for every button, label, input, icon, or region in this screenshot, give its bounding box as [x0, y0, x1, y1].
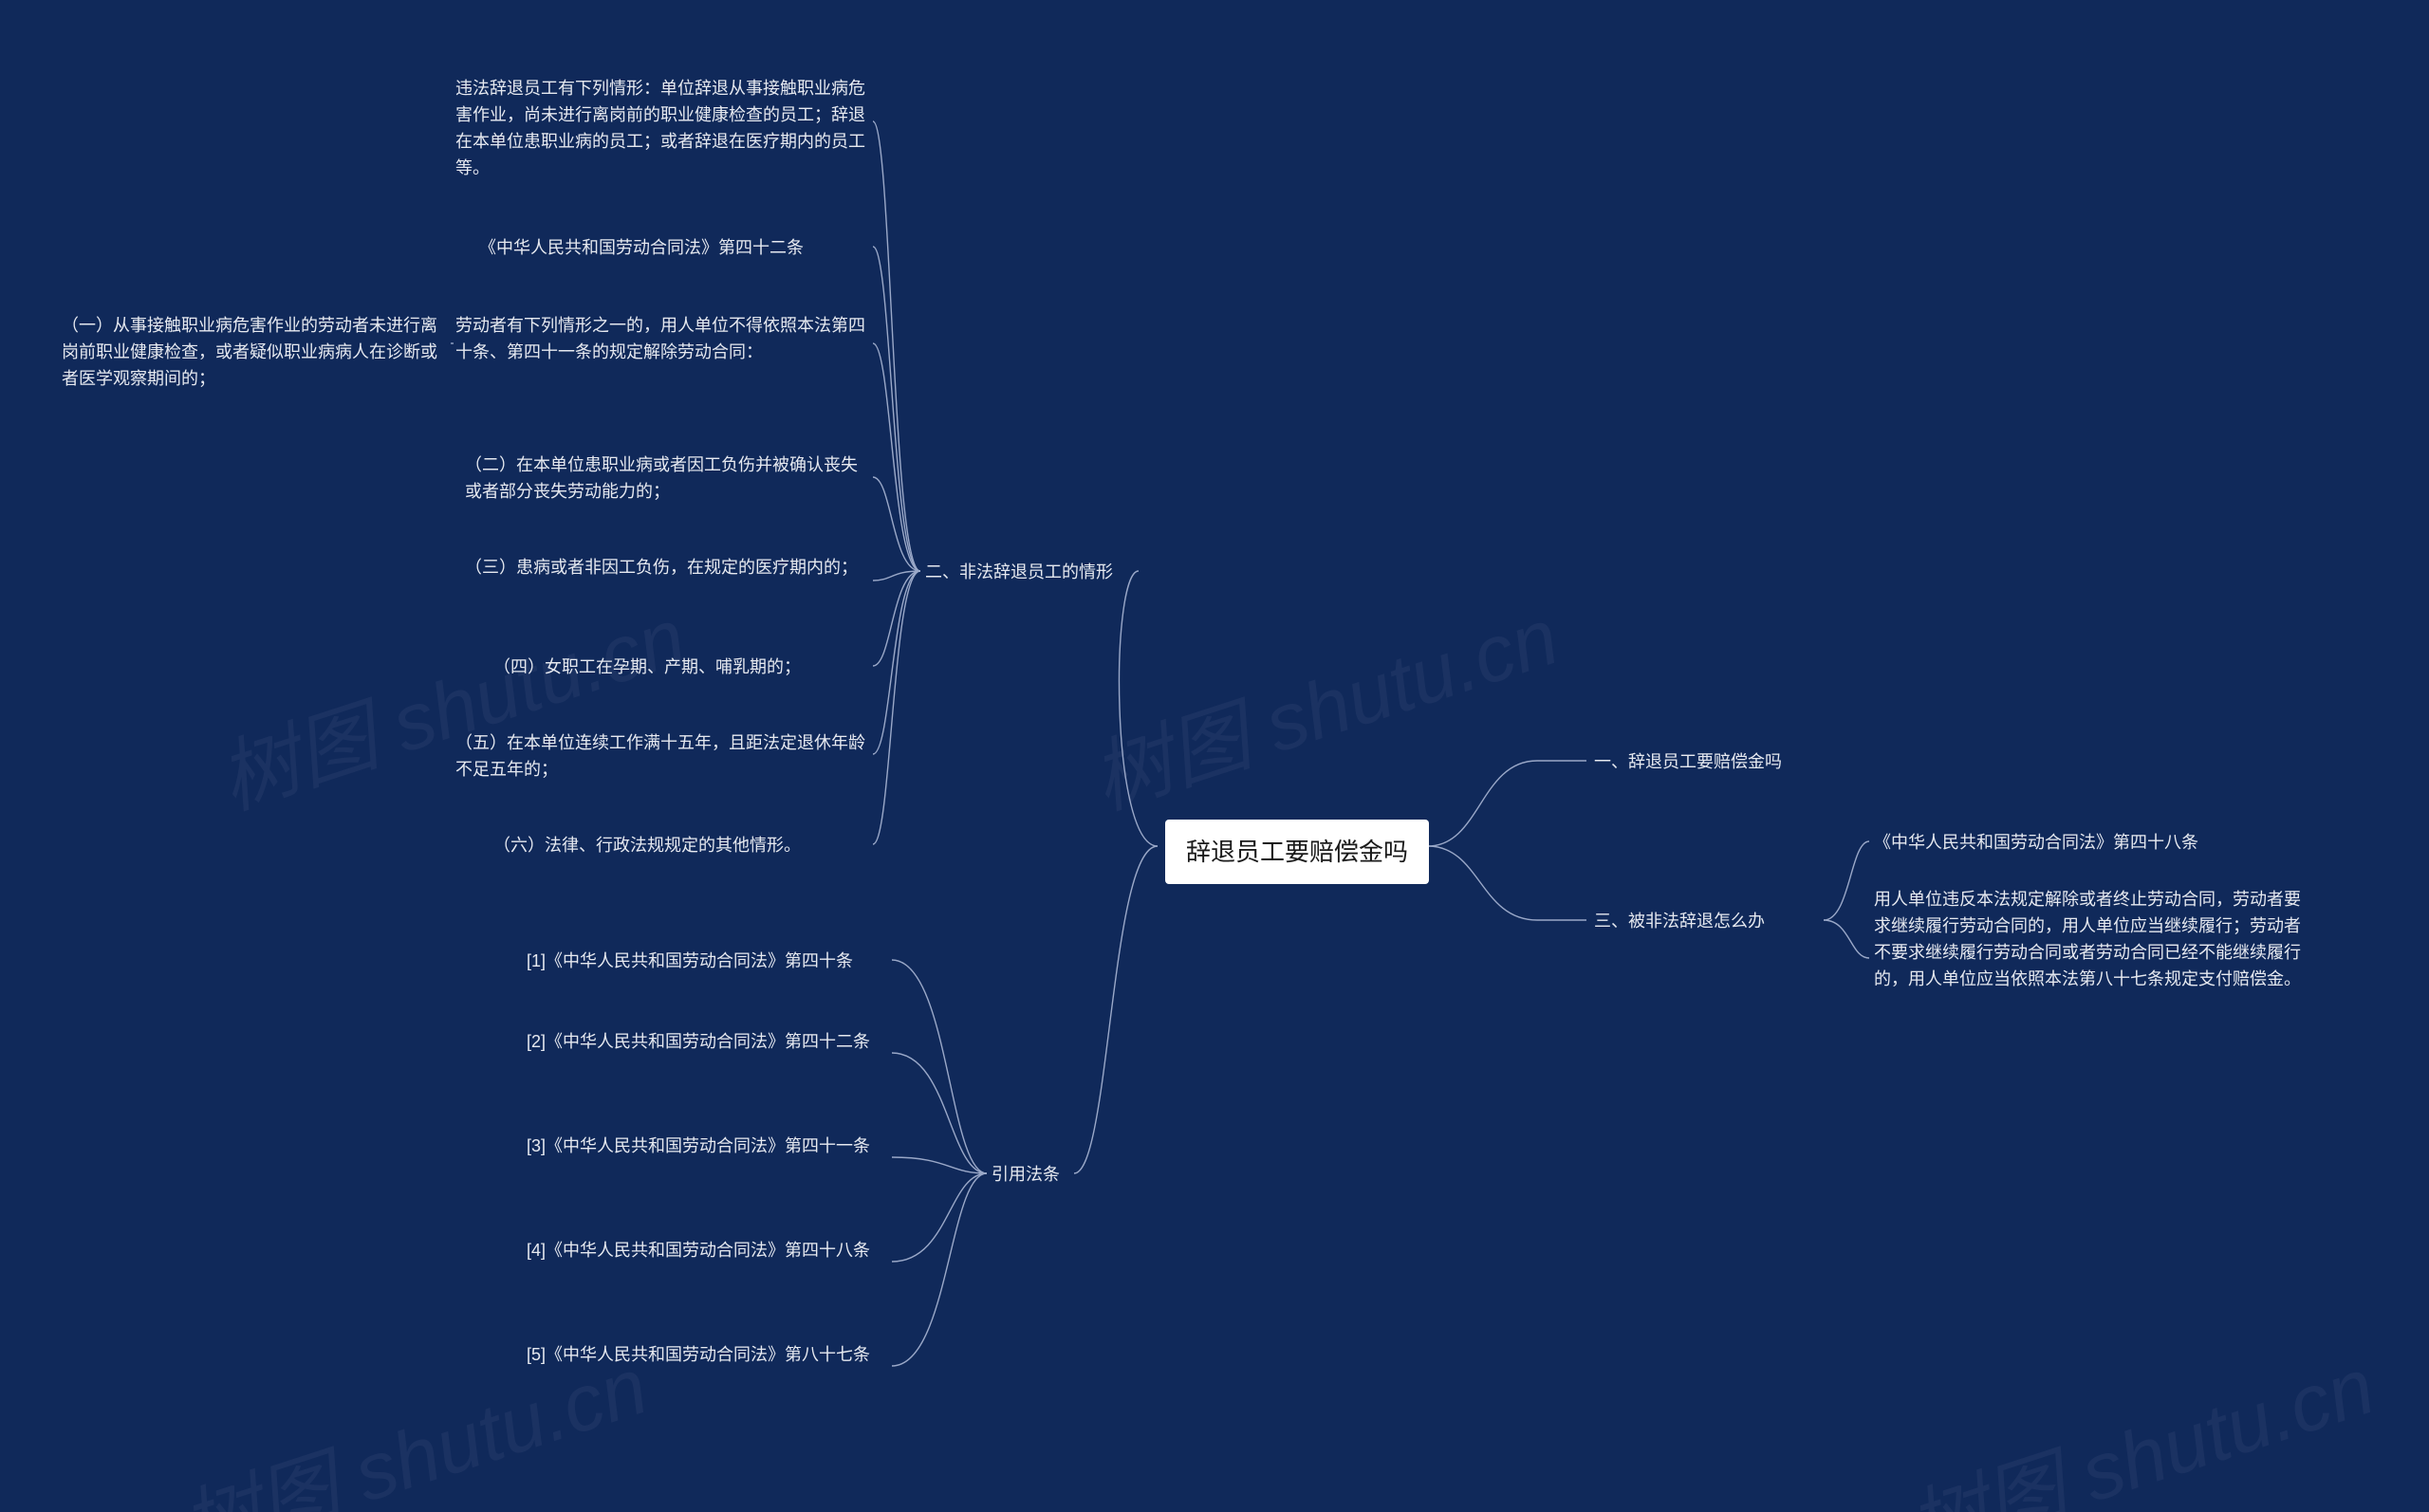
node-r2[interactable]: 三、被非法辞退怎么办 [1594, 909, 1765, 935]
node-l1[interactable]: 二、非法辞退员工的情形 [925, 560, 1113, 586]
node-l1e[interactable]: （三）患病或者非因工负伤，在规定的医疗期内的； [465, 555, 863, 581]
node-r1[interactable]: 一、辞退员工要赔偿金吗 [1594, 749, 1782, 776]
watermark: 树图 shutu.cn [1076, 573, 1570, 831]
node-l2a[interactable]: [1]《中华人民共和国劳动合同法》第四十条 [527, 949, 853, 975]
node-r2a[interactable]: 《中华人民共和国劳动合同法》第四十八条 [1874, 830, 2198, 857]
watermark: 树图 shutu.cn [1892, 1322, 2386, 1512]
watermark: 树图 shutu.cn [203, 573, 697, 831]
node-l1c[interactable]: 劳动者有下列情形之一的，用人单位不得依照本法第四十条、第四十一条的规定解除劳动合… [455, 313, 873, 366]
node-l1c1[interactable]: （一）从事接触职业病危害作业的劳动者未进行离岗前职业健康检查，或者疑似职业病病人… [62, 313, 451, 393]
node-r2b[interactable]: 用人单位违反本法规定解除或者终止劳动合同，劳动者要求继续履行劳动合同的，用人单位… [1874, 887, 2301, 993]
node-l2e[interactable]: [5]《中华人民共和国劳动合同法》第八十七条 [527, 1342, 887, 1369]
node-l2d[interactable]: [4]《中华人民共和国劳动合同法》第四十八条 [527, 1238, 887, 1264]
node-l1g[interactable]: （五）在本单位连续工作满十五年，且距法定退休年龄不足五年的； [455, 730, 873, 784]
mindmap-connectors [0, 0, 2429, 1512]
node-l1h[interactable]: （六）法律、行政法规规定的其他情形。 [493, 833, 801, 859]
node-l1a[interactable]: 违法辞退员工有下列情形：单位辞退从事接触职业病危害作业，尚未进行离岗前的职业健康… [455, 76, 868, 182]
node-l1b[interactable]: 《中华人民共和国劳动合同法》第四十二条 [479, 235, 804, 262]
node-l2c[interactable]: [3]《中华人民共和国劳动合同法》第四十一条 [527, 1134, 887, 1160]
node-l1f[interactable]: （四）女职工在孕期、产期、哺乳期的； [493, 655, 801, 681]
node-l2b[interactable]: [2]《中华人民共和国劳动合同法》第四十二条 [527, 1029, 887, 1056]
node-l2[interactable]: 引用法条 [992, 1162, 1060, 1189]
node-l1d[interactable]: （二）在本单位患职业病或者因工负伤并被确认丧失或者部分丧失劳动能力的； [465, 452, 873, 506]
mindmap-root[interactable]: 辞退员工要赔偿金吗 [1165, 820, 1429, 884]
